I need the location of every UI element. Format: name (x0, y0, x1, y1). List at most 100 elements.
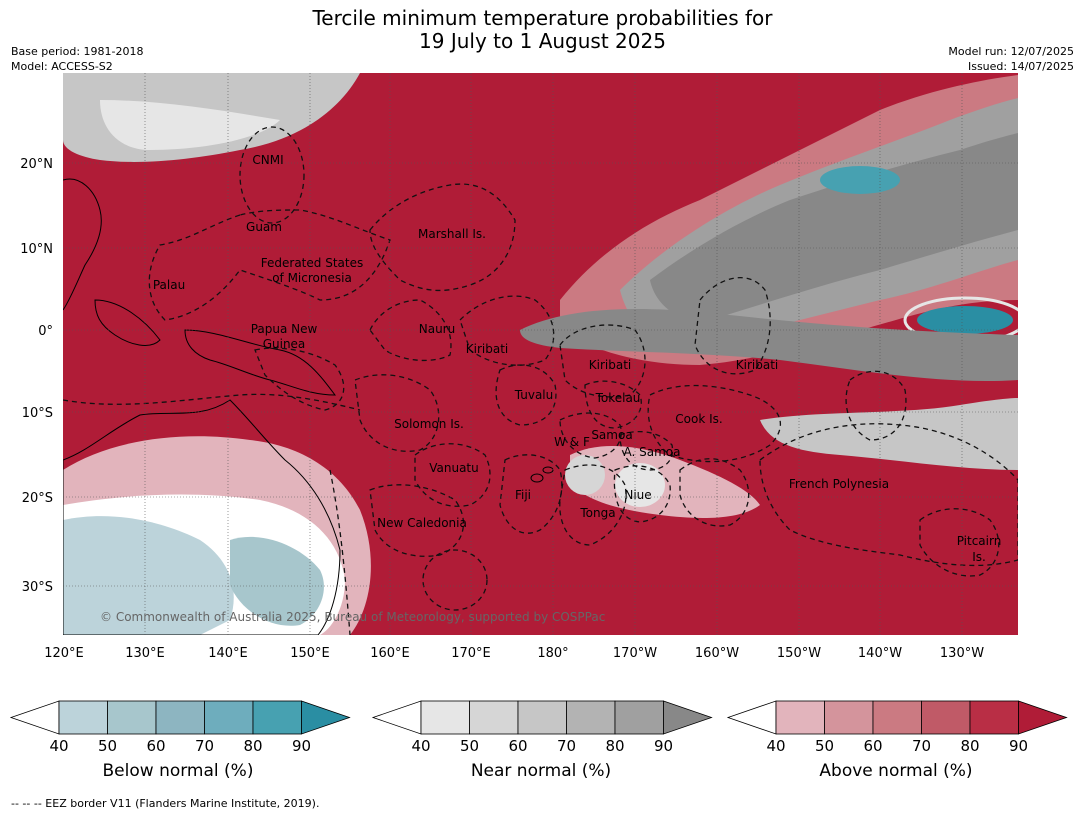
colorbar-below-tick: 90 (292, 737, 311, 755)
eez-french-polynesia (759, 423, 1018, 567)
blue-region-sw-2 (230, 536, 324, 626)
australia-coastline (63, 399, 341, 635)
colorbar-above-min-triangle (726, 700, 777, 735)
grey-patch-tonga (565, 455, 605, 495)
label-kiribati-central: Kiribati (589, 358, 631, 372)
eez-marshall (369, 183, 516, 292)
label-tuvalu: Tuvalu (514, 388, 554, 402)
colorbar-below-segment (204, 700, 254, 735)
colorbar-near-min-triangle (371, 700, 422, 735)
lat-label: 20°S (22, 491, 53, 506)
label-wf: W & F (554, 435, 590, 449)
colorbar-title-above: Above normal (%) (819, 761, 973, 781)
grey-patch-niue (615, 463, 665, 507)
lon-label: 130°W (940, 646, 984, 661)
colorbar-above-segment (969, 700, 1019, 735)
label-png-1: Papua New (251, 322, 318, 336)
label-vanuatu: Vanuatu (429, 461, 479, 475)
label-fsm-2: of Micronesia (272, 271, 352, 285)
label-nauru: Nauru (419, 322, 455, 336)
eez-tuvalu (495, 364, 557, 426)
eez-micronesia (148, 209, 391, 321)
colorbar-title-near: Near normal (%) (470, 761, 612, 781)
colorbar-near-tick: 80 (605, 737, 624, 755)
copyright-note: © Commonwealth of Australia 2025, Bureau… (100, 610, 605, 624)
eez-cook-north (647, 384, 781, 463)
colorbar-near-tick: 40 (411, 737, 430, 755)
colorbar-above-segment (921, 700, 971, 735)
eez-solomon (354, 374, 440, 452)
colorbar-above-tick: 40 (766, 737, 785, 755)
label-tonga: Tonga (579, 506, 615, 520)
label-new-caledonia: New Caledonia (377, 516, 467, 530)
colorbar-below-segment (58, 700, 108, 735)
colorbar-above-tick: 70 (912, 737, 931, 755)
map-area (63, 73, 1018, 635)
sulawesi-coastline (94, 299, 161, 346)
colorbar-above-tick: 80 (960, 737, 979, 755)
lon-label: 180° (537, 646, 568, 661)
label-palau: Palau (153, 278, 185, 292)
colorbar-below-max-triangle (301, 700, 351, 735)
label-pitcairn-1: Pitcairn (957, 534, 1002, 548)
lon-label: 160°W (695, 646, 739, 661)
meta-right: Model run: 12/07/2025 Issued: 14/07/2025 (948, 44, 1074, 74)
label-pitcairn-2: Is. (972, 550, 986, 564)
lon-label: 150°W (777, 646, 821, 661)
colorbar-near-segment (469, 700, 519, 735)
colorbar-below-tick: 80 (243, 737, 262, 755)
lon-label: 130°E (125, 646, 165, 661)
label-tokelau: Tokelau (595, 391, 641, 405)
eez-kiribati-central (559, 324, 646, 398)
label-cnmi: CNMI (252, 153, 283, 167)
blue-patch-north (820, 166, 900, 194)
eez-borders (63, 126, 1018, 635)
colorbar-above-tick: 90 (1009, 737, 1028, 755)
eez-footnote: -- -- -- EEZ border V11 (Flanders Marine… (11, 797, 320, 810)
label-fsm-1: Federated States (261, 256, 363, 270)
eez-cook-south (679, 458, 750, 527)
colorbar-near-max-triangle (663, 700, 713, 735)
colorbar-near-segment (614, 700, 664, 735)
colorbar-title-below: Below normal (%) (102, 761, 254, 781)
eez-vanuatu (414, 443, 491, 507)
eez-marquesas (845, 370, 907, 441)
label-png-2: Guinea (263, 337, 306, 351)
colorbar-below-segment (155, 700, 205, 735)
title-line-2: 19 July to 1 August 2025 (419, 29, 666, 53)
colorbar-above-tick: 60 (863, 737, 882, 755)
label-guam: Guam (246, 220, 282, 234)
model-run: Model run: 12/07/2025 (948, 45, 1074, 58)
eez-australia-east (329, 469, 351, 635)
new-guinea-coastline (184, 329, 337, 396)
blue-patch-east (917, 306, 1013, 334)
lon-label: 170°E (451, 646, 491, 661)
latitude-labels: 20°N 10°N 0° 10°S 20°S 30°S (20, 157, 53, 595)
lat-label: 20°N (20, 157, 53, 172)
model-name: Model: ACCESS-S2 (11, 60, 113, 73)
colorbar-above-max-triangle (1018, 700, 1068, 735)
label-fiji: Fiji (515, 488, 531, 502)
eez-samoa (619, 431, 674, 471)
colorbar-above-segment (824, 700, 874, 735)
eez-pitcairn (919, 508, 1000, 577)
meta-left: Base period: 1981-2018 Model: ACCESS-S2 (11, 44, 143, 74)
blue-region-sw-1 (63, 516, 234, 635)
label-niue: Niue (624, 488, 651, 502)
eez-png-east (254, 347, 345, 411)
eez-lord-howe (422, 549, 488, 611)
label-solomon: Solomon Is. (394, 417, 464, 431)
lon-label: 140°E (208, 646, 248, 661)
label-kiribati-west: Kiribati (466, 342, 508, 356)
colorbar-above-segment (775, 700, 825, 735)
label-kiribati-east: Kiribati (736, 358, 778, 372)
eez-kiribati-west (459, 295, 555, 366)
eez-new-caledonia (369, 484, 464, 557)
lon-label: 160°E (370, 646, 410, 661)
eez-cnmi (239, 126, 305, 224)
label-french-polynesia: French Polynesia (789, 477, 889, 491)
eez-niue (613, 465, 671, 523)
colorbar-near-tick: 70 (557, 737, 576, 755)
colorbar-below-tick: 70 (195, 737, 214, 755)
